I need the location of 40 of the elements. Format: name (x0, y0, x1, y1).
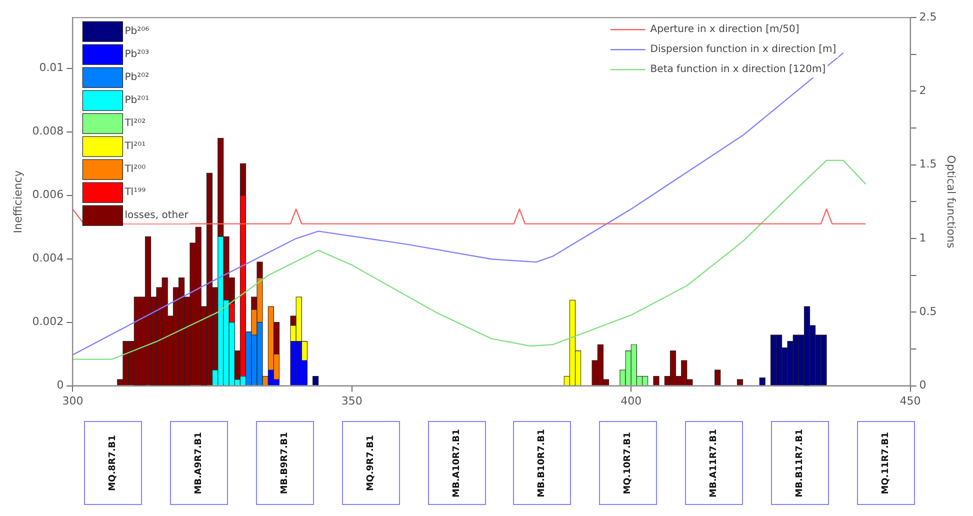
legend-label: losses, other (124, 210, 190, 222)
text: MB.A11R7.B1 (709, 428, 720, 498)
legend-label: Tl²⁰¹ (124, 141, 146, 152)
y2-tick-label: 1 (919, 231, 926, 244)
text: MQ.8R7.B1 (108, 434, 118, 492)
legend-label: Pb²⁰¹ (124, 95, 150, 106)
x-tick-label: 450 (900, 394, 921, 408)
x-tick-label: 400 (620, 394, 642, 408)
y-tick-label: 0.006 (32, 188, 64, 202)
y-tick-label: 0 (56, 378, 64, 392)
y2-tick-label: 1.5 (919, 158, 937, 171)
y2-axis-title: Optical functions (944, 155, 958, 248)
text: MB.B10R7.B1 (537, 428, 548, 498)
legend-label: Tl²⁰⁰ (124, 164, 146, 176)
text: MB.B9R7.B1 (280, 432, 290, 494)
legend-label: Pb²⁰² (124, 72, 150, 84)
y-tick-label: 0.008 (32, 124, 64, 138)
y-axis-title: Inefficiency (11, 170, 24, 234)
y2-tick-label: 2 (919, 84, 926, 98)
text: MQ.9R7.B1 (366, 434, 376, 492)
y2-tick-label: 0 (919, 378, 926, 392)
text: MB.B11R7.B1 (795, 428, 805, 498)
y-tick-label: 0.004 (32, 252, 64, 265)
legend-label: Dispersion function in x direction [m] (650, 44, 836, 56)
text: MQ.11R7.B1 (880, 432, 891, 494)
text: MB.A9R7.B1 (194, 432, 204, 494)
y2-tick-label: 2.5 (919, 10, 937, 24)
legend-label: Aperture in x direction [m/50] (650, 24, 800, 36)
legend-label: Pb²⁰³ (124, 49, 150, 60)
y-tick-label: 0.002 (32, 315, 64, 328)
y-tick-label: 0.01 (39, 61, 64, 74)
x-tick-label: 350 (341, 394, 362, 408)
y2-tick-label: 0.5 (919, 305, 937, 318)
legend-label: Pb²⁰⁶ (124, 26, 150, 38)
x-tick-label: 300 (62, 394, 84, 408)
legend-label: Beta function in x direction [120m] (650, 64, 826, 76)
legend-label: Tl²⁰² (124, 118, 146, 130)
legend-label: Tl¹⁹⁹ (124, 187, 146, 198)
text: MB.A10R7.B1 (452, 428, 462, 498)
text: MQ.10R7.B1 (623, 432, 634, 494)
